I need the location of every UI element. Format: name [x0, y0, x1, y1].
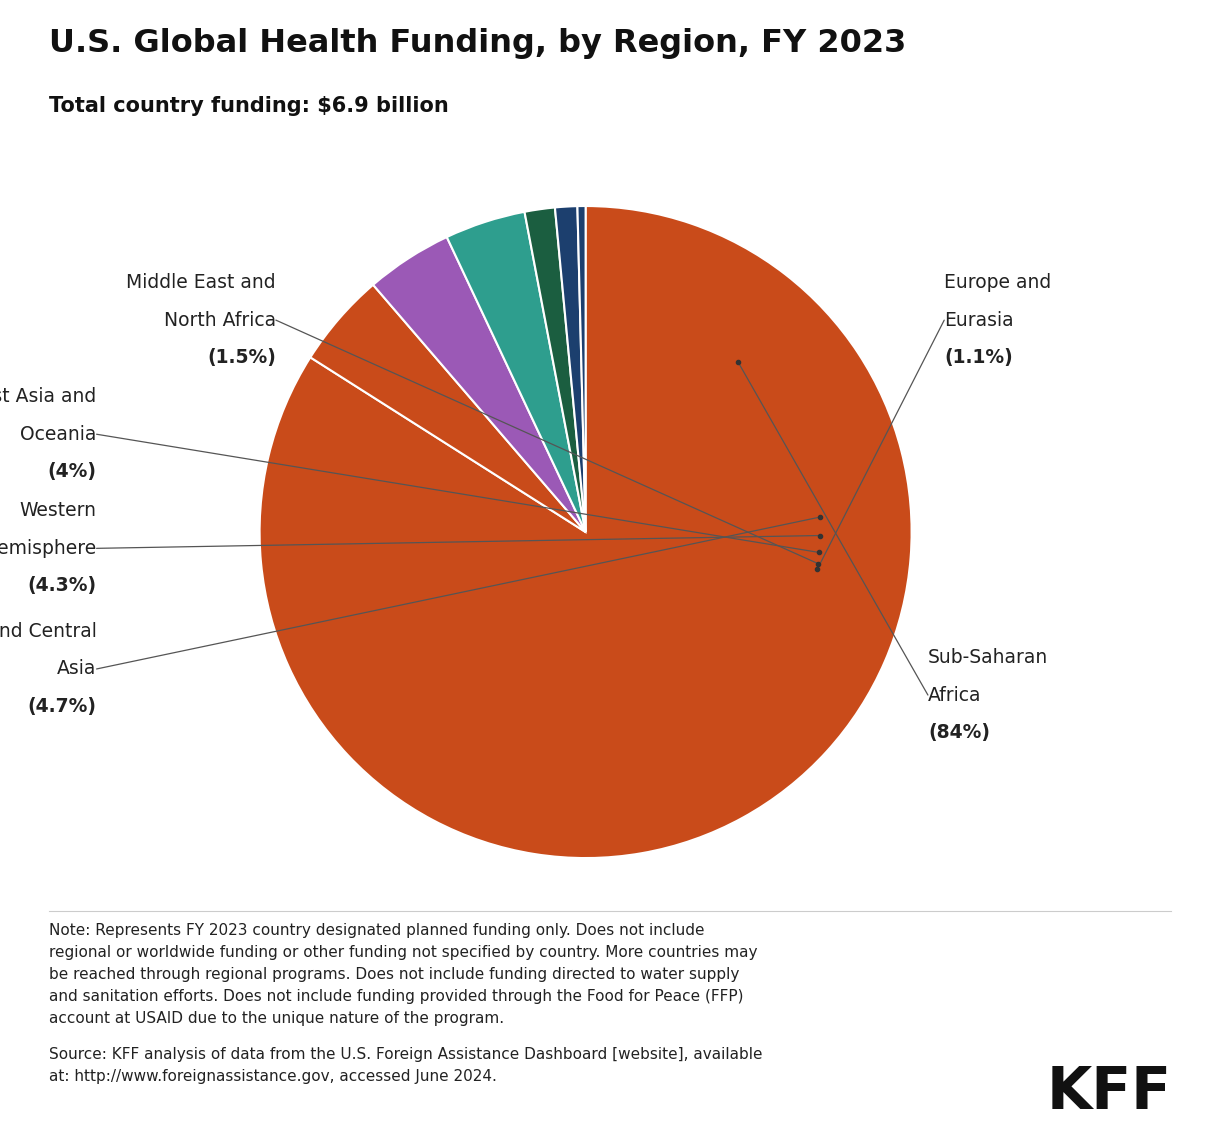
- Wedge shape: [373, 237, 586, 532]
- Text: Middle East and: Middle East and: [126, 273, 276, 292]
- Text: Europe and: Europe and: [944, 273, 1052, 292]
- Text: (4%): (4%): [48, 462, 96, 481]
- Text: Eurasia: Eurasia: [944, 310, 1014, 329]
- Text: Africa: Africa: [928, 686, 981, 704]
- Text: South and Central: South and Central: [0, 621, 96, 641]
- Text: Total country funding: $6.9 billion: Total country funding: $6.9 billion: [49, 96, 449, 117]
- Wedge shape: [555, 206, 586, 532]
- Text: Note: Represents FY 2023 country designated planned funding only. Does not inclu: Note: Represents FY 2023 country designa…: [49, 923, 758, 1027]
- Text: Western: Western: [20, 501, 96, 521]
- Text: Oceania: Oceania: [21, 424, 96, 444]
- Wedge shape: [577, 206, 586, 532]
- Text: (84%): (84%): [928, 723, 989, 743]
- Text: Hemisphere: Hemisphere: [0, 539, 96, 558]
- Text: East Asia and: East Asia and: [0, 387, 96, 406]
- Text: (1.5%): (1.5%): [207, 349, 276, 367]
- Wedge shape: [525, 207, 586, 532]
- Text: KFF: KFF: [1047, 1064, 1171, 1121]
- Text: Asia: Asia: [57, 660, 96, 678]
- Text: (4.3%): (4.3%): [28, 576, 96, 595]
- Text: North Africa: North Africa: [163, 310, 276, 329]
- Text: (1.1%): (1.1%): [944, 349, 1013, 367]
- Text: Source: KFF analysis of data from the U.S. Foreign Assistance Dashboard [website: Source: KFF analysis of data from the U.…: [49, 1047, 762, 1084]
- Wedge shape: [260, 206, 911, 858]
- Wedge shape: [447, 212, 586, 532]
- Text: (4.7%): (4.7%): [28, 697, 96, 715]
- Wedge shape: [310, 285, 586, 532]
- Text: U.S. Global Health Funding, by Region, FY 2023: U.S. Global Health Funding, by Region, F…: [49, 28, 906, 59]
- Text: Sub-Saharan: Sub-Saharan: [928, 648, 1048, 667]
